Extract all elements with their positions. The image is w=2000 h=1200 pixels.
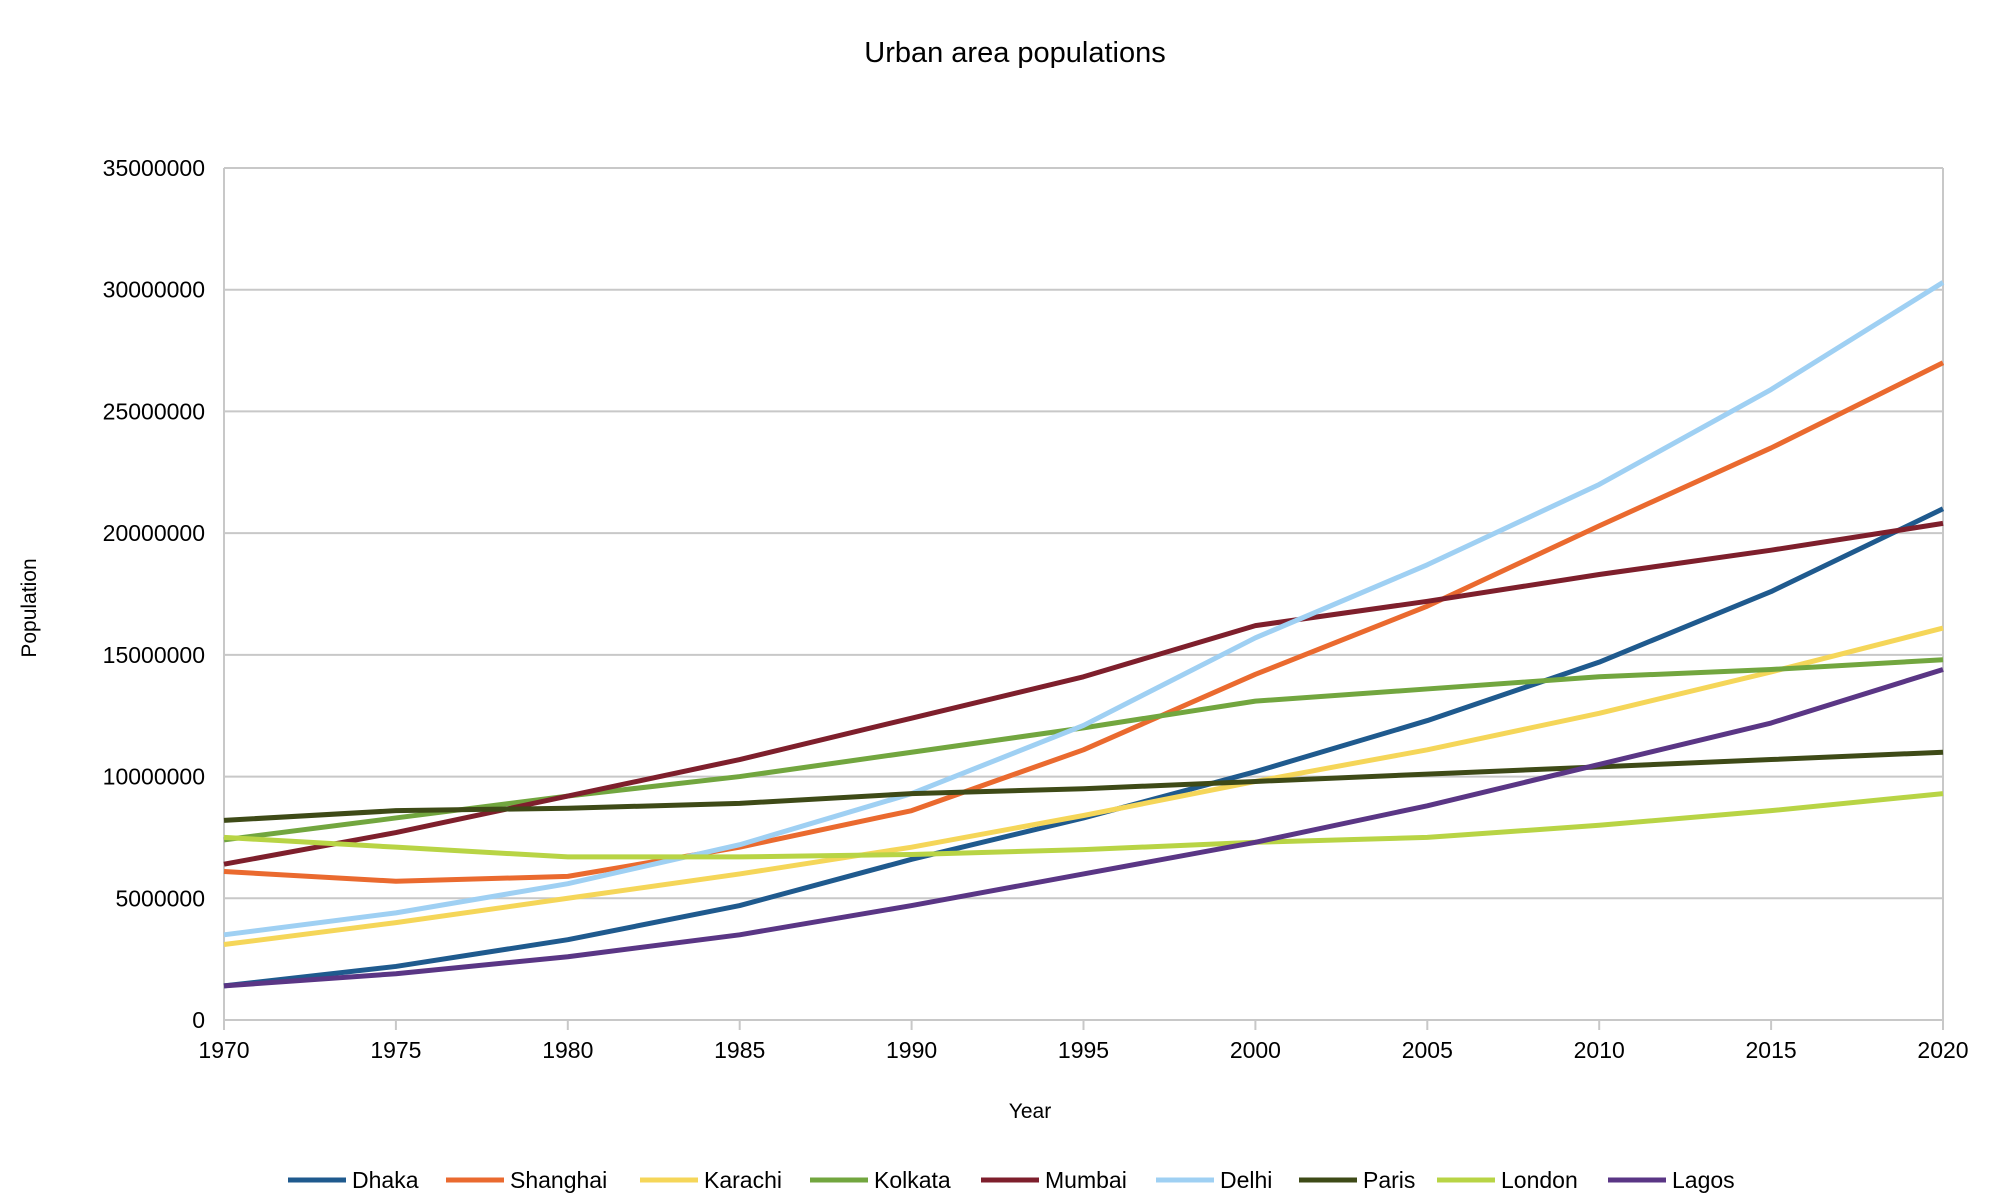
x-tick-label: 1985 [714, 1037, 765, 1063]
legend-item-paris: Paris [1299, 1167, 1415, 1193]
x-tick-label: 1995 [1058, 1037, 1109, 1063]
legend-item-karachi: Karachi [640, 1167, 782, 1193]
y-tick-label: 5000000 [115, 885, 205, 911]
x-tick-label: 2000 [1230, 1037, 1281, 1063]
y-tick-label: 15000000 [103, 642, 205, 668]
series-line-delhi [223, 280, 1945, 938]
legend-label: Delhi [1220, 1167, 1272, 1193]
legend-label: Dhaka [352, 1167, 419, 1193]
series-lines [223, 280, 1945, 989]
legend-item-lagos: Lagos [1608, 1167, 1735, 1193]
legend-item-london: London [1437, 1167, 1578, 1193]
x-tick-label: 2020 [1917, 1037, 1968, 1063]
x-tick-label: 2005 [1402, 1037, 1453, 1063]
x-tick-label: 1975 [370, 1037, 421, 1063]
series-line-london [223, 791, 1944, 860]
y-tick-label: 30000000 [103, 277, 205, 303]
y-tick-label: 35000000 [103, 155, 205, 181]
y-tick-label: 0 [192, 1007, 205, 1033]
legend-label: Paris [1363, 1167, 1415, 1193]
legend-item-mumbai: Mumbai [981, 1167, 1127, 1193]
x-axis-ticks: 1970 1975 1980 1985 1990 1995 2000 2005 2010 2015… [198, 1037, 1968, 1063]
gridlines [223, 167, 1944, 1030]
x-tick-label: 2010 [1574, 1037, 1625, 1063]
legend-label: Karachi [704, 1167, 782, 1193]
x-tick-label: 1970 [198, 1037, 249, 1063]
y-tick-label: 25000000 [103, 398, 205, 424]
legend-item-delhi: Delhi [1156, 1167, 1272, 1193]
series-line-karachi [223, 625, 1944, 948]
legend-label: Shanghai [510, 1167, 607, 1193]
y-axis-ticks: 0 5000000 10000000 15000000 20000000 25000000… [103, 155, 205, 1033]
series-line-paris [223, 749, 1944, 823]
chart-title: Urban area populations [864, 37, 1165, 69]
x-tick-label: 2015 [1746, 1037, 1797, 1063]
legend-label: Kolkata [874, 1167, 951, 1193]
y-axis-label: Population [18, 558, 41, 657]
y-tick-label: 10000000 [103, 764, 205, 790]
x-tick-label: 1990 [886, 1037, 937, 1063]
legend-label: Mumbai [1045, 1167, 1127, 1193]
legend-label: Lagos [1672, 1167, 1735, 1193]
legend-item-dhaka: Dhaka [288, 1167, 419, 1193]
series-line-lagos [223, 667, 1944, 989]
x-axis-label: Year [1009, 1100, 1051, 1123]
legend: Dhaka Shanghai Karachi Kolkata Mumbai Delhi Pa… [288, 1167, 1735, 1193]
series-line-shanghai [223, 360, 1945, 884]
legend-item-shanghai: Shanghai [446, 1167, 607, 1193]
y-tick-label: 20000000 [103, 520, 205, 546]
x-tick-label: 1980 [542, 1037, 593, 1063]
legend-label: London [1501, 1167, 1578, 1193]
legend-item-kolkata: Kolkata [810, 1167, 951, 1193]
